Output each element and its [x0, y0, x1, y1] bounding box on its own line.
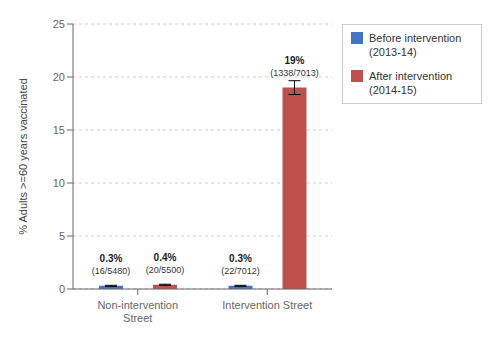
svg-text:Non-interventionStreet: Non-interventionStreet	[97, 299, 178, 324]
svg-text:(22/7012): (22/7012)	[221, 266, 260, 276]
svg-text:0: 0	[59, 283, 65, 295]
svg-text:(16/5480): (16/5480)	[92, 266, 131, 276]
svg-text:15: 15	[53, 124, 65, 136]
svg-text:% Adults >=60 years vaccinated: % Adults >=60 years vaccinated	[17, 78, 29, 235]
svg-text:(20/5500): (20/5500)	[146, 265, 185, 275]
svg-text:0.4%: 0.4%	[154, 252, 177, 263]
svg-text:20: 20	[53, 71, 65, 83]
svg-text:(1338/7013): (1338/7013)	[270, 68, 319, 78]
svg-text:10: 10	[53, 177, 65, 189]
svg-text:Intervention Street: Intervention Street	[222, 299, 312, 311]
svg-text:5: 5	[59, 230, 65, 242]
svg-text:0.3%: 0.3%	[100, 253, 123, 264]
svg-text:0.3%: 0.3%	[229, 253, 252, 264]
svg-text:19%: 19%	[284, 55, 304, 66]
svg-text:25: 25	[53, 18, 65, 30]
html-text:Before intervention (2013-14): Before intervention (2013-14)	[369, 32, 462, 58]
html-text:After intervention (2014-15): After intervention (2014-15)	[369, 70, 453, 96]
